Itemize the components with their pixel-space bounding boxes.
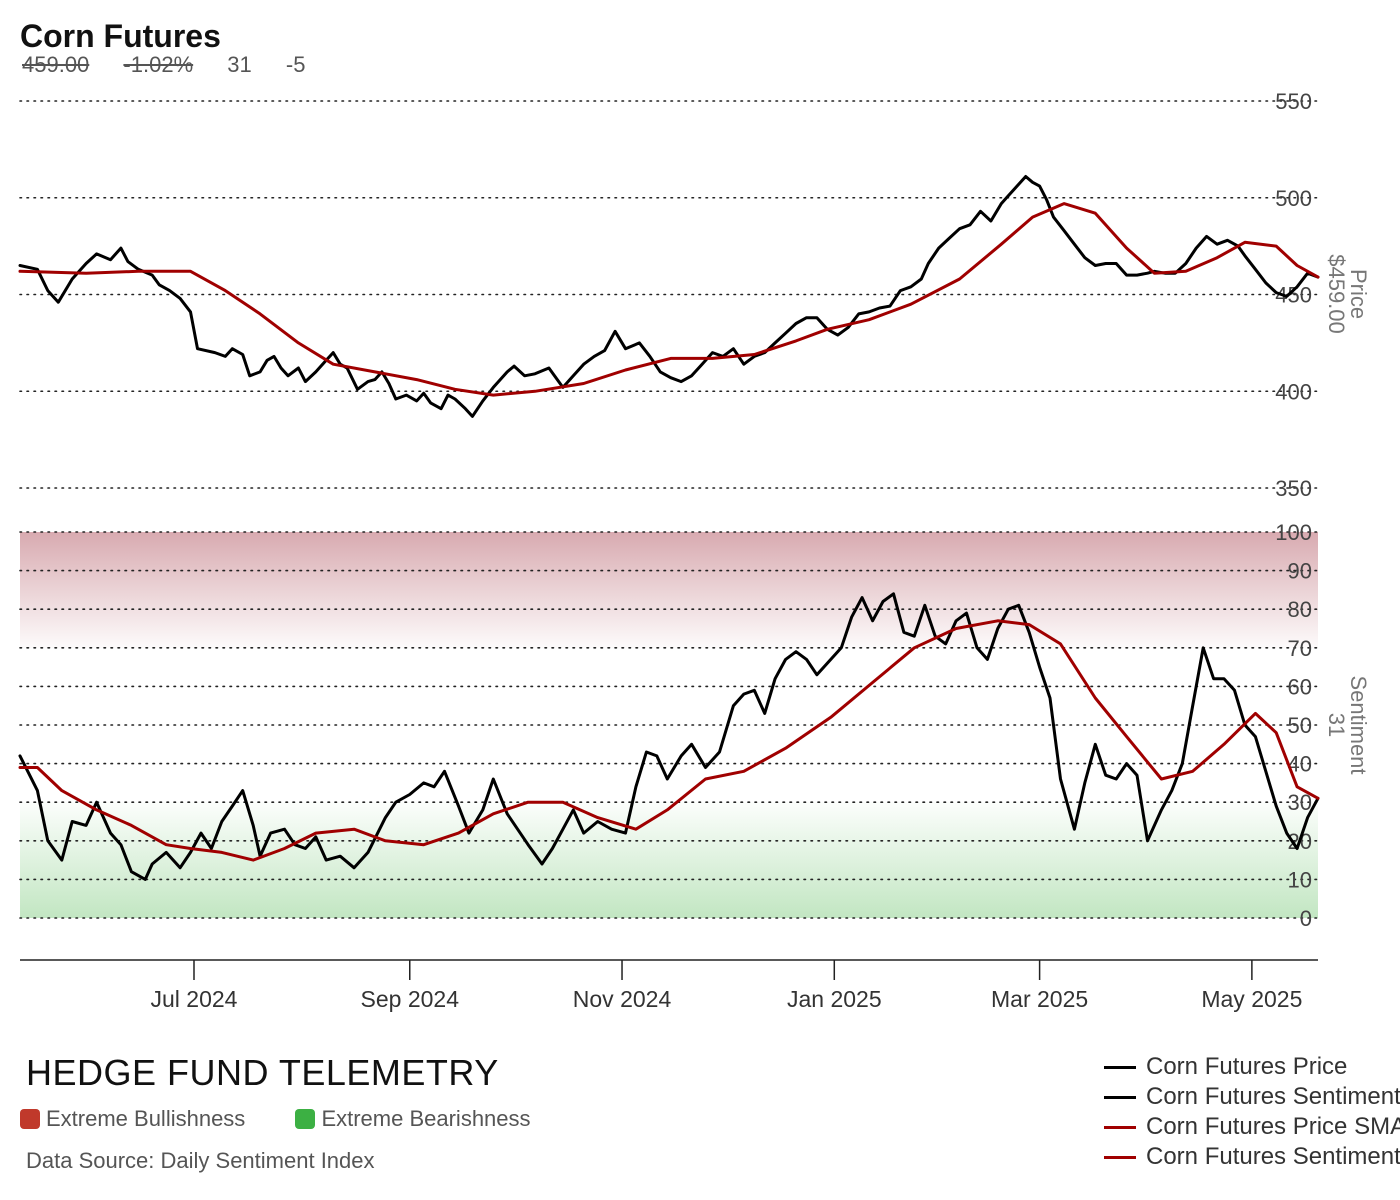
chart-title: Corn Futures xyxy=(20,18,221,54)
bearish-swatch-icon xyxy=(295,1109,316,1129)
legend-item-sentiment-sma[interactable]: Corn Futures Sentiment SMA xyxy=(1104,1142,1400,1172)
bearish-label: Extreme Bearishness xyxy=(321,1106,531,1131)
x-tick-label: Jan 2025 xyxy=(787,986,882,1012)
sentiment-tick-label: 50 xyxy=(1288,713,1312,738)
bullish-swatch-icon xyxy=(20,1109,40,1129)
price-value: 459.00 xyxy=(22,52,90,77)
price-axis-value: $459.00 xyxy=(1324,254,1349,334)
data-source: Data Source: Daily Sentiment Index xyxy=(26,1148,375,1173)
zone-item-bearish[interactable]: Extreme Bearishness xyxy=(295,1106,531,1132)
legend-item-price[interactable]: Corn Futures Price xyxy=(1104,1052,1400,1082)
price-tick-label: 400 xyxy=(1275,379,1312,404)
sentiment-tick-label: 90 xyxy=(1288,559,1312,584)
sentiment-tick-label: 0 xyxy=(1300,906,1312,931)
price-tick-label: 350 xyxy=(1275,476,1312,501)
sentiment-line xyxy=(18,592,1320,881)
price-axis-title: Price xyxy=(1346,269,1371,319)
zone-legend: Extreme Bullishness Extreme Bearishness xyxy=(20,1106,575,1135)
x-tick-label: Sep 2024 xyxy=(361,986,460,1012)
sentiment-tick-label: 60 xyxy=(1288,674,1312,699)
legend-line-icon xyxy=(1104,1095,1136,1099)
x-tick-label: Jul 2024 xyxy=(151,986,238,1012)
x-tick-label: May 2025 xyxy=(1201,986,1302,1012)
header-stats: 459.00 -1.02% 31 -5 xyxy=(22,52,333,78)
bullish-label: Extreme Bullishness xyxy=(46,1106,246,1131)
price-change: -1.02% xyxy=(123,52,194,77)
legend-item-sentiment[interactable]: Corn Futures Sentiment xyxy=(1104,1082,1400,1112)
x-tick-label: Mar 2025 xyxy=(991,986,1088,1012)
price-line xyxy=(18,175,1320,418)
series-legend: Corn Futures Price Corn Futures Sentimen… xyxy=(1104,1052,1400,1172)
price-tick-label: 500 xyxy=(1275,186,1312,211)
sentiment-tick-label: 10 xyxy=(1288,867,1312,892)
legend-label: Corn Futures Price SMA xyxy=(1146,1113,1400,1140)
x-tick-label: Nov 2024 xyxy=(573,986,672,1012)
sentiment-tick-label: 80 xyxy=(1288,597,1312,622)
sentiment-axis-label: Sentiment31 xyxy=(1324,675,1371,774)
legend-line-icon xyxy=(1104,1125,1136,1129)
price-sma-line xyxy=(18,202,1320,397)
zone-item-bullish[interactable]: Extreme Bullishness xyxy=(20,1106,245,1132)
bullish-zone xyxy=(20,532,1318,648)
legend-label: Corn Futures Sentiment SMA xyxy=(1146,1143,1400,1170)
bearish-zone xyxy=(20,802,1318,918)
sentiment-sma-line xyxy=(18,619,1320,862)
sentiment-change: -5 xyxy=(285,52,306,77)
legend-label: Corn Futures Sentiment xyxy=(1146,1083,1400,1110)
price-tick-label: 550 xyxy=(1275,89,1312,114)
brand-name: HEDGE FUND TELEMETRY xyxy=(26,1052,499,1093)
price-axis-label: Price$459.00 xyxy=(1324,254,1371,334)
legend-line-icon xyxy=(1104,1155,1136,1159)
sentiment-tick-label: 70 xyxy=(1288,636,1312,661)
sentiment-axis-title: Sentiment xyxy=(1346,675,1371,774)
sentiment-axis-value: 31 xyxy=(1324,713,1349,737)
sentiment-tick-label: 100 xyxy=(1275,520,1312,545)
legend-label: Corn Futures Price xyxy=(1146,1053,1348,1080)
legend-item-price-sma[interactable]: Corn Futures Price SMA xyxy=(1104,1112,1400,1142)
sentiment-value: 31 xyxy=(227,52,252,77)
legend-line-icon xyxy=(1104,1065,1136,1069)
